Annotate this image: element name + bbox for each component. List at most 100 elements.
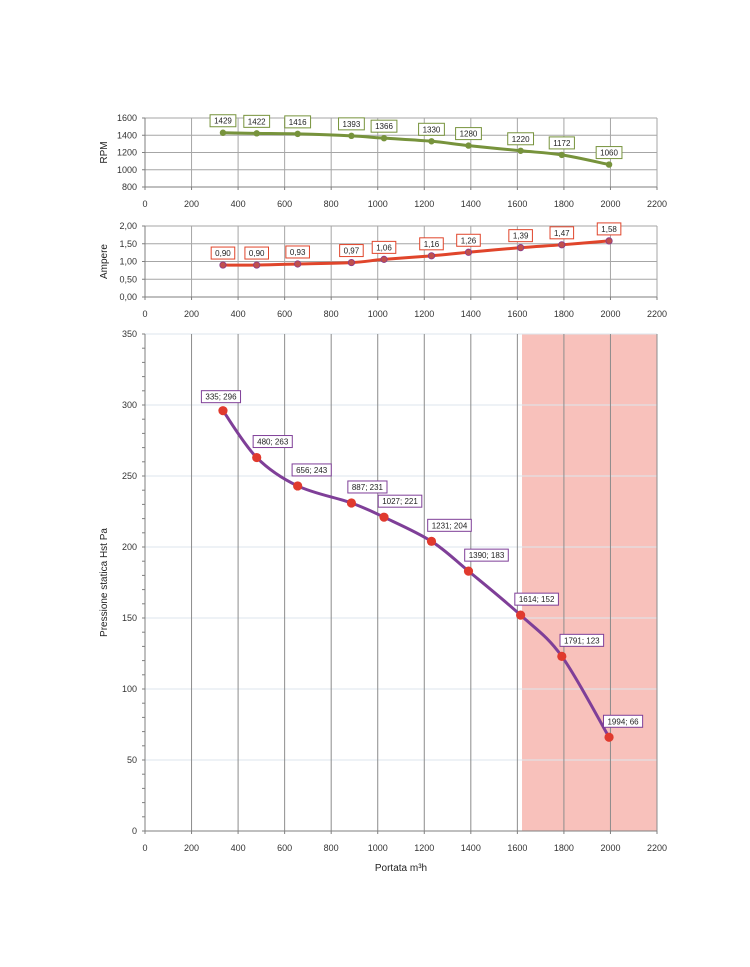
x-tick-label: 2000 — [600, 199, 620, 209]
data-label-box — [285, 245, 310, 259]
ampere-data-point — [294, 260, 302, 268]
x-tick-label: 1000 — [368, 309, 388, 319]
y-tick-label: 1200 — [117, 148, 137, 158]
data-label-box — [507, 132, 535, 146]
data-label-text: 887; 231 — [352, 483, 384, 492]
x-tick-label: 2200 — [647, 843, 667, 853]
operating-limit-region — [522, 334, 657, 831]
x-tick-label: 1600 — [507, 843, 527, 853]
data-label-text: 1330 — [423, 125, 441, 134]
ampere-data-label: 0,90 — [244, 246, 269, 260]
data-label-box — [338, 117, 365, 131]
data-label-text: 1172 — [553, 139, 571, 148]
rpm-data-point — [253, 130, 260, 137]
ampere-data-label: 1,16 — [419, 237, 444, 251]
data-label-text: 1422 — [248, 117, 266, 126]
x-tick-label: 0 — [142, 309, 147, 319]
ampere-chart: 0,00 0,50 1,00 1,50 2,00 0 200 400 600 800 1000 120… — [99, 221, 667, 319]
rpm-data-point — [219, 129, 227, 136]
ampere-data-point — [517, 244, 525, 252]
pressure-data-point — [426, 536, 437, 546]
pressure-data-point — [293, 481, 303, 491]
x-tick-label: 1800 — [554, 199, 574, 209]
y-tick-label: 0,00 — [119, 292, 137, 302]
data-label-box — [427, 518, 472, 532]
pressure-y-axis-label: Pressione statica Hst Pa — [99, 528, 110, 637]
pressure-chart: 0 50 100 150 200 250 300 350 0 200 400 600 800 1000 12… — [99, 329, 667, 874]
data-label-box — [549, 226, 575, 240]
data-label-box — [455, 127, 482, 141]
x-tick-label: 800 — [324, 843, 339, 853]
data-label-box — [371, 240, 397, 254]
data-label-text: 1,06 — [376, 243, 392, 252]
data-label-box — [291, 463, 332, 477]
ampere-data-label: 1,06 — [371, 240, 397, 254]
data-label-box — [464, 548, 509, 562]
x-tick-label: 600 — [277, 199, 292, 209]
rpm-data-label: 1416 — [284, 115, 312, 129]
y-tick-label: 0 — [132, 826, 137, 836]
pressure-data-point — [604, 732, 614, 742]
data-label-text: 1994; 66 — [607, 717, 639, 726]
y-tick-label: 2,00 — [119, 221, 137, 231]
rpm-y-axis-label: RPM — [99, 141, 110, 163]
pressure-data-label: 1231; 204 — [427, 518, 472, 532]
y-tick-label: 1000 — [117, 165, 137, 175]
x-tick-label: 400 — [231, 843, 246, 853]
pressure-data-point — [218, 406, 228, 416]
x-tick-label: 600 — [277, 843, 292, 853]
x-tick-label: 1200 — [414, 843, 434, 853]
data-label-box — [456, 233, 481, 247]
ampere-y-axis-label: Ampere — [99, 244, 110, 279]
y-tick-label: 0,50 — [119, 274, 137, 284]
ampere-data-point — [253, 261, 261, 269]
x-tick-label: 600 — [277, 309, 292, 319]
rpm-data-label: 1429 — [209, 114, 237, 128]
x-tick-label: 200 — [184, 199, 199, 209]
data-label-text: 1,47 — [554, 229, 570, 238]
ampere-data-label: 0,90 — [210, 246, 236, 260]
y-tick-label: 350 — [122, 329, 137, 339]
data-label-text: 1280 — [460, 130, 478, 139]
data-label-box — [419, 237, 444, 251]
ampere-data-point — [219, 261, 227, 269]
x-tick-label: 1200 — [414, 199, 434, 209]
data-label-box — [243, 114, 271, 128]
x-tick-label: 0 — [142, 199, 147, 209]
rpm-data-point — [517, 147, 524, 154]
data-label-box — [244, 246, 269, 260]
x-tick-label: 800 — [324, 309, 339, 319]
x-tick-label: 2000 — [600, 843, 620, 853]
x-tick-label: 0 — [142, 843, 147, 853]
data-label-text: 656; 243 — [296, 466, 328, 475]
pressure-data-label: 1791; 123 — [559, 633, 605, 647]
y-tick-label: 1,00 — [119, 257, 137, 267]
x-axis-label: Portata m³h — [375, 863, 427, 874]
data-label-text: 0,93 — [290, 248, 306, 257]
pressure-data-point — [516, 610, 526, 620]
x-tick-label: 1600 — [507, 199, 527, 209]
y-tick-label: 800 — [122, 182, 137, 192]
pressure-data-label: 335; 296 — [200, 390, 242, 404]
x-tick-label: 800 — [324, 199, 339, 209]
x-tick-label: 2200 — [647, 309, 667, 319]
pressure-series-line — [221, 409, 611, 739]
rpm-data-label: 1280 — [455, 127, 482, 141]
y-tick-label: 1600 — [117, 113, 137, 123]
pressure-data-point — [463, 566, 474, 576]
data-label-box — [559, 633, 605, 647]
pressure-data-label: 656; 243 — [291, 463, 332, 477]
x-tick-label: 1400 — [461, 199, 481, 209]
pressure-data-label: 1614; 152 — [514, 592, 559, 606]
data-label-box — [596, 222, 622, 236]
pressure-data-label: 1390; 183 — [464, 548, 509, 562]
rpm-series-line — [221, 131, 611, 167]
x-tick-label: 2000 — [600, 309, 620, 319]
rpm-data-label: 1060 — [595, 146, 623, 160]
y-tick-label: 1,50 — [119, 239, 137, 249]
ampere-data-point — [427, 252, 436, 260]
ampere-data-label: 1,39 — [508, 229, 533, 243]
data-label-text: 1220 — [512, 135, 530, 144]
data-label-box — [508, 229, 533, 243]
